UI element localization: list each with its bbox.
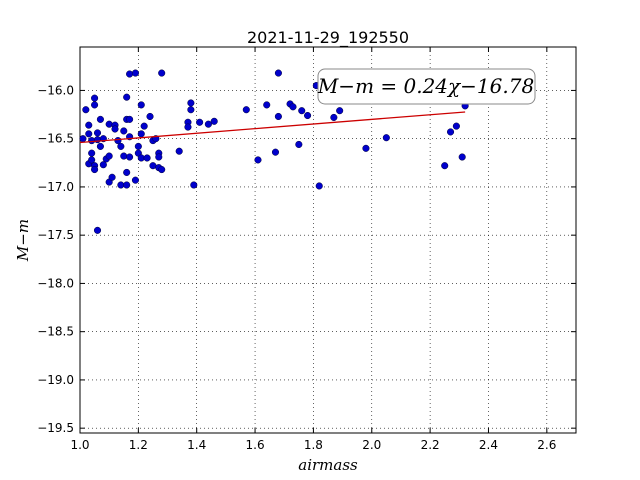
data-point [85, 130, 93, 138]
annotation-box [317, 68, 536, 105]
y-axis-label: M−m [14, 219, 32, 262]
data-point [190, 181, 198, 189]
y-tick-label: −19.0 [37, 373, 74, 387]
data-point [196, 118, 204, 126]
data-point [99, 161, 107, 169]
x-tick-label: 2.2 [421, 438, 440, 452]
data-point [126, 153, 134, 161]
data-point [131, 176, 139, 184]
data-point [91, 101, 99, 109]
data-point [158, 69, 166, 77]
data-point [137, 130, 145, 138]
x-tick-label: 2.6 [537, 438, 556, 452]
fit-line [79, 111, 466, 144]
data-point [336, 107, 344, 115]
data-point [298, 107, 306, 115]
data-point [452, 122, 460, 130]
data-point [362, 144, 370, 152]
x-axis-label: airmass [298, 456, 358, 474]
data-point [242, 106, 250, 114]
data-point [134, 142, 142, 150]
y-tick-label: −17.5 [37, 228, 74, 242]
data-point [120, 127, 128, 135]
data-point [187, 99, 195, 107]
data-point [289, 103, 297, 111]
data-point [88, 149, 96, 157]
data-point [140, 122, 148, 130]
y-tick-label: −17.0 [37, 180, 74, 194]
data-point [274, 112, 282, 121]
x-tick-label: 1.2 [129, 438, 148, 452]
data-point [254, 156, 262, 164]
data-point [446, 128, 455, 136]
data-point [146, 112, 154, 121]
data-point [304, 111, 312, 120]
y-tick-label: −16.0 [37, 83, 74, 97]
data-point [295, 140, 303, 149]
data-point [123, 93, 131, 101]
data-point [137, 101, 145, 109]
data-point [79, 135, 87, 143]
y-tick-labels: −16.0 −16.5 −17.0 −17.5 −18.0 −18.5 −19.0 −19.5 [37, 83, 74, 435]
data-point [143, 154, 151, 162]
data-point [441, 162, 449, 170]
data-point [120, 152, 128, 160]
data-point [131, 69, 139, 77]
data-point [117, 142, 125, 150]
annotation-text: M−m = 0.24χ−16.78 [317, 74, 534, 98]
data-point [330, 113, 338, 121]
fit-annotation: M−m = 0.24χ−16.78 [317, 68, 536, 105]
data-point [315, 182, 323, 190]
data-point [210, 117, 218, 125]
x-tick-label: 1.8 [304, 438, 323, 452]
data-point [458, 153, 466, 161]
y-tick-label: −18.0 [37, 276, 74, 290]
data-point [96, 142, 104, 150]
data-point [126, 115, 134, 123]
data-point [82, 106, 90, 114]
x-tick-label: 1.6 [246, 438, 265, 452]
data-point [111, 125, 119, 133]
data-point [175, 147, 183, 155]
data-point [105, 152, 113, 160]
data-point [91, 166, 99, 174]
y-tick-label: −16.5 [37, 132, 74, 146]
data-point [184, 123, 192, 131]
data-point [158, 166, 166, 174]
data-point [126, 70, 134, 78]
x-tick-label: 1.4 [187, 438, 206, 452]
data-point [88, 137, 96, 145]
data-points [79, 69, 469, 234]
data-point [91, 94, 99, 102]
data-point [155, 153, 163, 161]
data-point [93, 129, 102, 137]
axis-ticks [79, 47, 576, 433]
y-tick-label: −19.5 [37, 421, 74, 435]
x-tick-label: 2.4 [479, 438, 498, 452]
x-tick-labels: 1.0 1.2 1.4 1.6 1.8 2.0 2.2 2.4 2.6 [70, 438, 556, 452]
data-point [382, 134, 390, 142]
data-point [93, 226, 102, 234]
data-point [123, 168, 131, 176]
data-point [108, 173, 116, 181]
chart-title: 2021-11-29_192550 [247, 28, 409, 48]
x-tick-label: 1.0 [70, 438, 89, 452]
data-point [123, 181, 131, 189]
data-point [105, 120, 113, 128]
data-point [271, 148, 280, 156]
data-point [204, 120, 212, 128]
data-point [88, 156, 96, 164]
y-tick-label: −18.5 [37, 325, 74, 339]
data-point [96, 115, 104, 123]
data-point [187, 106, 195, 114]
plot-area [79, 46, 577, 434]
data-point [263, 101, 271, 109]
x-tick-label: 2.0 [362, 438, 381, 452]
data-point [274, 69, 282, 77]
data-point [85, 121, 93, 129]
